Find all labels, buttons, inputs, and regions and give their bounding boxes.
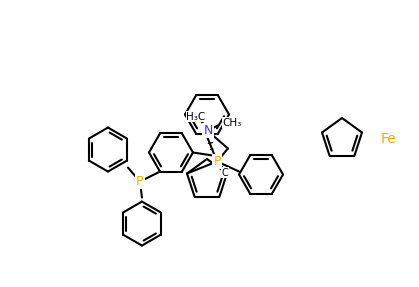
Text: H₃C: H₃C	[186, 112, 206, 121]
Text: CH₃: CH₃	[222, 117, 242, 127]
Text: C: C	[222, 168, 228, 178]
Text: N: N	[203, 124, 213, 137]
Text: P: P	[213, 155, 221, 168]
Text: Fe: Fe	[380, 132, 396, 146]
Text: P: P	[136, 175, 144, 188]
